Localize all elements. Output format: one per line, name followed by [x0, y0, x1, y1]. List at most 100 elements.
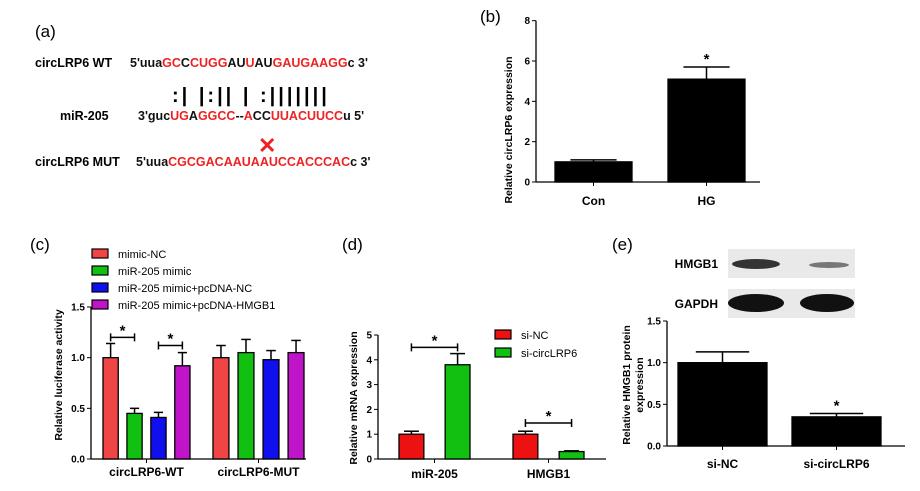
chart-1: (b) 0 2 4 6 8 Relative circLRP6 expression Con H… [480, 7, 760, 208]
sequence-segment: A [244, 109, 253, 123]
mismatch-x-icon: ✕ [258, 133, 276, 158]
bar [126, 412, 143, 460]
legend-swatch [91, 248, 109, 259]
y-tick-label: 5 [366, 331, 372, 342]
sequence-segment: AU [227, 56, 245, 70]
x-tick-label: HMGB1 [527, 467, 571, 481]
panel-label: (e) [612, 235, 633, 254]
legend-label: miR-205 mimic+pcDNA-HMGB1 [118, 300, 275, 312]
y-tick-label: 6 [524, 57, 530, 68]
x-tick-label: circLRP6-WT [109, 465, 184, 479]
sequence-segment: -- [235, 109, 243, 123]
panel-a: (a) circLRP6 WT 5'uuaGCCCUGGAUUAUGAUGAAG… [35, 22, 370, 169]
significance-star: * [546, 408, 552, 425]
significance-star: * [120, 322, 126, 339]
bar [237, 351, 255, 460]
x-tick-label: Con [582, 194, 605, 208]
y-tick-label: 1.5 [71, 303, 85, 314]
y-tick-label: 0 [366, 455, 372, 466]
significance-star: * [834, 398, 840, 415]
sequence-segment: U [246, 56, 255, 70]
panel-label: (d) [342, 235, 363, 254]
bar [677, 362, 768, 447]
sequence-segment: AU [255, 56, 273, 70]
significance-bracket [109, 333, 136, 342]
bar [287, 351, 305, 460]
legend-swatch [91, 265, 109, 276]
mut-label: circLRP6 MUT [35, 155, 120, 169]
sequence-segment: C [181, 56, 190, 70]
y-tick-label: 1 [366, 430, 372, 441]
blot-label: HMGB1 [675, 257, 719, 271]
sequence-segment: GGCC [198, 109, 236, 123]
y-tick-label: 2 [366, 405, 372, 416]
significance-bracket [410, 343, 459, 352]
sequence-segment: CC [253, 109, 271, 123]
chart-4: (e) 0.0 0.5 1.0 1.5 Relative HMGB1 protein exp… [612, 235, 905, 471]
panel-a-label: (a) [35, 22, 56, 41]
y-tick-label: 8 [524, 16, 530, 27]
gapdh-band [728, 294, 784, 312]
sequence-segment: UUACUUCC [271, 109, 343, 123]
western-blot: HMGB1 GAPDH [675, 249, 855, 318]
bar [558, 450, 585, 460]
y-tick-label: 1.0 [647, 358, 661, 369]
bar [174, 365, 191, 460]
y-tick-label: 4 [524, 97, 530, 108]
panel-label: (b) [480, 7, 501, 26]
y-tick-label: 2 [524, 137, 530, 148]
y-axis-label: Relative mRNA expression [348, 331, 360, 464]
bar [212, 357, 230, 460]
legend-swatch [494, 329, 512, 340]
y-tick-label: 0.5 [647, 400, 661, 411]
significance-star: * [704, 51, 710, 68]
wt-label: circLRP6 WT [35, 56, 112, 70]
sequence-segment: GAUGAAGG [273, 56, 348, 70]
sequence-segment: 5'uua [130, 56, 163, 70]
significance-bracket [157, 341, 184, 350]
sequence-segment: 5'uua [136, 155, 169, 169]
x-tick-label: si-circLRP6 [803, 457, 869, 471]
x-tick-label: circLRP6-MUT [217, 465, 300, 479]
sequence-segment: c 3' [350, 155, 370, 169]
y-tick-label: 0.0 [71, 455, 85, 466]
sequence-segment: A [189, 109, 198, 123]
mir-label: miR-205 [60, 109, 109, 123]
mut-sequence: 5'uuaCGCGACAAUAAUCCACCCACc 3' [136, 155, 370, 169]
legend-label: miR-205 mimic [118, 266, 192, 278]
bar [791, 416, 882, 447]
bar [150, 416, 167, 460]
legend-label: si-circLRP6 [521, 348, 577, 360]
y-tick-label: 0.5 [71, 404, 85, 415]
charts: (b) 0 2 4 6 8 Relative circLRP6 expression Con H… [30, 7, 905, 481]
bar [554, 161, 633, 183]
x-tick-label: miR-205 [411, 467, 458, 481]
wt-sequence: 5'uuaGCCCUGGAUUAUGAUGAAGGc 3' [130, 56, 368, 70]
legend-swatch [494, 347, 512, 358]
sequence-segment: c 3' [348, 56, 368, 70]
y-tick-label: 0 [524, 178, 530, 189]
bar [512, 433, 539, 460]
significance-star: * [432, 332, 438, 349]
bar [444, 364, 471, 460]
y-axis-label: Relative luciferase activity [53, 309, 65, 440]
sequence-segment: 3'guc [138, 109, 170, 123]
y-axis-label: expression [634, 357, 646, 412]
legend-swatch [91, 299, 109, 310]
gapdh-band [800, 294, 854, 312]
blot-label: GAPDH [675, 297, 718, 311]
mir-sequence: 3'gucUGAGGCC--ACCUUACUUCCu 5' [138, 109, 364, 123]
bar [667, 78, 746, 183]
sequence-segment: CGCGACAAUAAUCCACCCAC [168, 155, 350, 169]
y-tick-label: 3 [366, 380, 372, 391]
panel-label: (c) [30, 235, 50, 254]
sequence-segment: CUGG [190, 56, 228, 70]
hmgb1-band [732, 259, 780, 269]
x-tick-label: si-NC [707, 457, 739, 471]
x-tick-label: HG [698, 194, 716, 208]
legend-swatch [91, 282, 109, 293]
legend-label: miR-205 mimic+pcDNA-NC [118, 283, 252, 295]
legend-label: si-NC [521, 330, 549, 342]
chart-2: (c) 0.0 0.5 1.0 1.5 Relative luciferase activ… [30, 235, 306, 479]
